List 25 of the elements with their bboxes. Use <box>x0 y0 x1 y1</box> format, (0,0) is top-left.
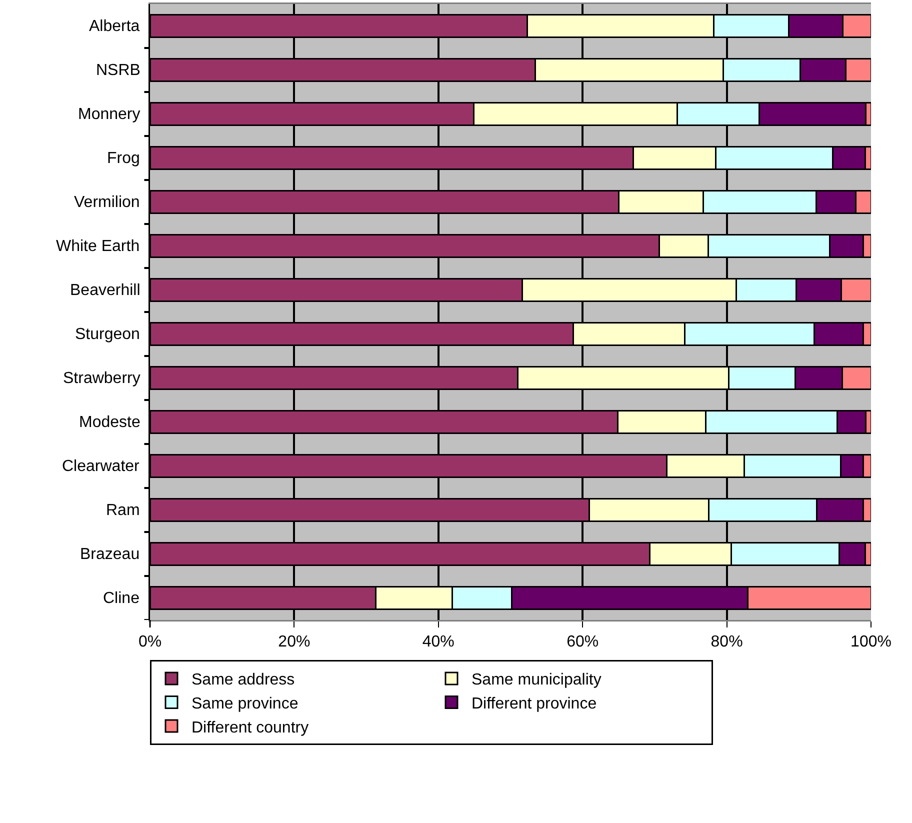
legend-label: Same address <box>192 672 295 689</box>
x-tick-label: 80% <box>710 634 743 651</box>
legend-label: Same province <box>192 695 298 712</box>
y-tick-label: Cline <box>103 590 140 607</box>
x-tick-label: 20% <box>278 634 310 651</box>
x-tick-label: 100% <box>850 634 892 651</box>
x-tick-label: 0% <box>138 634 162 651</box>
y-tick-label: Sturgeon <box>75 326 140 343</box>
y-tick-label: Beaverhill <box>70 282 140 299</box>
legend-label: Different country <box>192 719 309 736</box>
y-tick-label: Frog <box>107 150 140 167</box>
y-tick-label: Modeste <box>79 414 140 431</box>
legend-label: Same municipality <box>472 672 602 689</box>
y-tick-label: Monnery <box>78 106 140 123</box>
y-tick-label: NSRB <box>96 62 140 79</box>
y-tick-label: Brazeau <box>80 546 140 563</box>
legend-label: Different province <box>472 695 597 712</box>
y-tick-label: Strawberry <box>63 370 140 387</box>
x-tick-label: 40% <box>422 634 454 651</box>
x-tick-label: 60% <box>566 634 599 651</box>
y-tick-label: White Earth <box>56 238 140 255</box>
y-tick-label: Ram <box>106 502 140 519</box>
y-tick-label: Vermilion <box>74 194 140 211</box>
y-tick-label: Clearwater <box>62 458 140 475</box>
y-tick-label: Alberta <box>89 18 140 35</box>
